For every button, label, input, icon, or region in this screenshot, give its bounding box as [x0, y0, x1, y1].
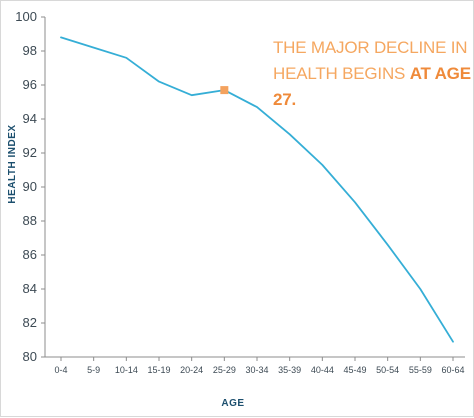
- annotation: THE MAJOR DECLINE IN HEALTH BEGINS AT AG…: [273, 35, 473, 113]
- y-axis-title: HEALTH INDEX: [7, 124, 18, 203]
- x-axis-title: AGE: [221, 398, 244, 409]
- y-tick-label: 98: [23, 43, 37, 58]
- annotation-emphasis: AT AGE 27.: [273, 64, 471, 109]
- series-group: [60, 36, 454, 343]
- y-tick-label: 100: [15, 9, 37, 24]
- highlight-marker: [220, 86, 229, 95]
- x-tick-label: 20-24: [180, 365, 203, 375]
- y-axis: 80 82 84 86 88 90 92 94 96 98 100: [15, 9, 46, 364]
- y-tick-label: 92: [23, 145, 37, 160]
- y-tick-label: 86: [23, 247, 37, 262]
- y-tick-label: 84: [23, 281, 37, 296]
- x-tick-label: 5-9: [87, 365, 100, 375]
- x-tick-label: 45-49: [343, 365, 366, 375]
- annotation-line-1: THE MAJOR DECLINE IN: [273, 38, 468, 57]
- x-tick-label: 40-44: [311, 365, 334, 375]
- y-tick-label: 94: [23, 111, 37, 126]
- x-tick-label: 15-19: [147, 365, 170, 375]
- x-tick-label: 55-59: [409, 365, 432, 375]
- y-tick-label: 80: [23, 349, 37, 364]
- x-tick-label: 35-39: [278, 365, 301, 375]
- x-tick-label: 60-64: [441, 365, 464, 375]
- annotation-line-2-plain: HEALTH BEGINS: [273, 64, 410, 83]
- x-tick-label: 30-34: [245, 365, 268, 375]
- y-tick-label: 82: [23, 315, 37, 330]
- x-tick-label: 0-4: [54, 365, 67, 375]
- y-tick-label: 90: [23, 179, 37, 194]
- y-tick-label: 88: [23, 213, 37, 228]
- x-axis: 0-4 5-9 10-14 15-19 20-24 25-29 30-34 35-39 40-4…: [45, 356, 465, 375]
- series-line: [60, 36, 454, 343]
- x-tick-label: 25-29: [213, 365, 236, 375]
- y-tick-label: 96: [23, 77, 37, 92]
- annotation-line-2: HEALTH BEGINS AT AGE 27.: [273, 61, 473, 113]
- x-tick-label: 50-54: [376, 365, 399, 375]
- x-tick-label: 10-14: [115, 365, 138, 375]
